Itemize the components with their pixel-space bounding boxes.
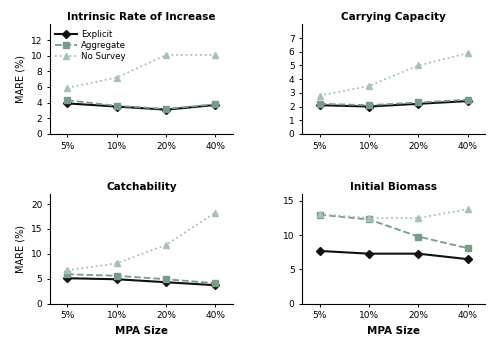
Title: Intrinsic Rate of Increase: Intrinsic Rate of Increase — [67, 12, 216, 22]
Title: Carrying Capacity: Carrying Capacity — [341, 12, 446, 22]
Title: Initial Biomass: Initial Biomass — [350, 182, 437, 192]
Legend: Explicit, Aggregate, No Survey: Explicit, Aggregate, No Survey — [54, 29, 127, 62]
X-axis label: MPA Size: MPA Size — [367, 326, 420, 336]
Title: Catchability: Catchability — [106, 182, 176, 192]
Y-axis label: MARE (%): MARE (%) — [16, 55, 26, 103]
X-axis label: MPA Size: MPA Size — [115, 326, 168, 336]
Y-axis label: MARE (%): MARE (%) — [16, 225, 26, 273]
